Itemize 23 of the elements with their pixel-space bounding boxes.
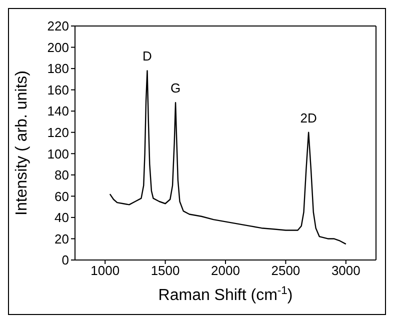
y-tick-label: 140 (47, 104, 69, 119)
y-tick-label: 220 (47, 18, 69, 34)
x-tick-label: 1500 (150, 263, 180, 278)
y-tick-label: 20 (54, 231, 69, 246)
x-tick-label: 3000 (331, 263, 360, 278)
y-tick-label: 200 (47, 40, 69, 55)
y-tick-label: 60 (54, 188, 69, 204)
annotation: G (170, 80, 181, 96)
x-axis-title: Raman Shift (cm$^{-1}$) (158, 285, 293, 304)
annotation: 2D (300, 110, 317, 126)
y-axis-title: Intensity ( arb. units) (14, 70, 31, 216)
x-tick-label: 1000 (90, 263, 120, 278)
y-tick-label: 40 (54, 210, 69, 226)
x-tick-label: 2500 (271, 263, 300, 278)
y-tick-label: 120 (47, 124, 69, 140)
annotation: D (142, 48, 152, 64)
y-tick-label: 160 (47, 82, 69, 98)
x-tick-label: 2000 (211, 263, 240, 278)
line-series (109, 70, 346, 245)
y-tick-label: 180 (47, 61, 69, 76)
y-tick-label: 80 (54, 168, 69, 183)
y-tick-label: 0 (62, 252, 69, 268)
y-tick-label: 100 (47, 146, 69, 162)
